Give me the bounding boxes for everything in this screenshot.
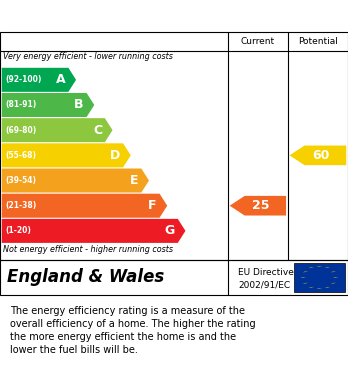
Text: A: A [56,74,65,86]
Text: The energy efficiency rating is a measure of the
overall efficiency of a home. T: The energy efficiency rating is a measur… [10,306,256,355]
Text: C: C [93,124,102,137]
Text: (21-38): (21-38) [5,201,37,210]
Text: 25: 25 [252,199,270,212]
Text: (69-80): (69-80) [5,126,37,135]
Text: G: G [165,224,175,237]
Polygon shape [324,267,331,268]
Text: F: F [148,199,157,212]
Text: (81-91): (81-91) [5,100,37,109]
Text: D: D [110,149,120,162]
Text: E: E [130,174,139,187]
Polygon shape [316,266,322,267]
Polygon shape [2,68,76,92]
Text: Energy Efficiency Rating: Energy Efficiency Rating [10,9,220,23]
Polygon shape [2,194,167,218]
Text: B: B [74,99,84,111]
Text: 2002/91/EC: 2002/91/EC [238,280,291,289]
Polygon shape [290,145,346,165]
Text: Potential: Potential [298,37,338,46]
Text: (39-54): (39-54) [5,176,36,185]
Polygon shape [300,277,306,278]
Polygon shape [308,267,314,268]
Text: 60: 60 [312,149,330,162]
Polygon shape [230,196,286,215]
Text: (55-68): (55-68) [5,151,36,160]
Polygon shape [2,93,94,117]
Text: (1-20): (1-20) [5,226,31,235]
Text: Not energy efficient - higher running costs: Not energy efficient - higher running co… [3,245,174,254]
Polygon shape [2,118,112,142]
Text: Current: Current [241,37,275,46]
Text: England & Wales: England & Wales [7,269,164,287]
Text: (92-100): (92-100) [5,75,42,84]
Polygon shape [2,169,149,192]
Text: Very energy efficient - lower running costs: Very energy efficient - lower running co… [3,52,173,61]
Text: EU Directive: EU Directive [238,268,294,277]
Bar [294,263,345,292]
Polygon shape [332,277,339,278]
Polygon shape [2,219,185,243]
Polygon shape [2,143,131,167]
